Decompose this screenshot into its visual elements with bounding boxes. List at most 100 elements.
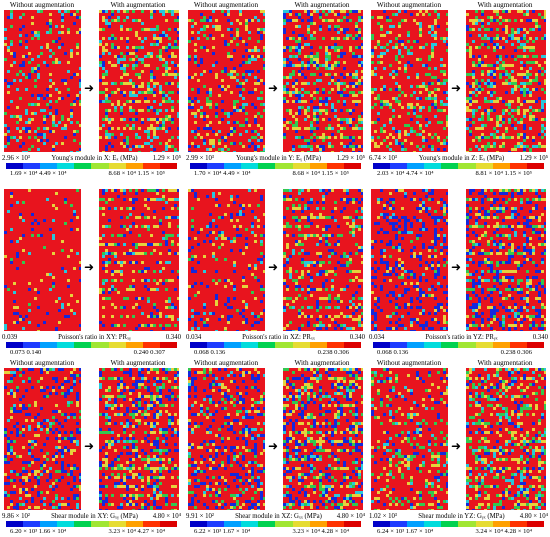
arrow-icon: ➜ <box>84 260 95 274</box>
colorbar <box>373 521 544 527</box>
colorbar <box>373 163 544 169</box>
colorbar-swatch <box>458 342 476 348</box>
with-augmentation-title: With augmentation <box>110 1 166 9</box>
without-augmentation-title: Without augmentation <box>193 1 259 9</box>
colorbar-swatch <box>6 342 24 348</box>
colorbar <box>6 163 177 169</box>
map-without-augmentation <box>188 189 265 331</box>
map-with-augmentation <box>99 368 179 510</box>
colorbar-min: 9.91 × 10² <box>186 513 214 520</box>
colorbar-swatch <box>142 163 160 169</box>
heatmap-image <box>283 368 363 510</box>
colorbar-swatch <box>6 163 24 169</box>
heatmap-image <box>4 368 81 510</box>
colorbar-label: Shear module in XZ: Gₓₓ (MPa) <box>235 513 322 520</box>
with-augmentation-title: With augmentation <box>110 359 166 367</box>
colorbar-swatch <box>475 521 493 527</box>
colorbar-max: 1.29 × 10⁵ <box>519 155 548 162</box>
colorbar-swatch <box>159 521 177 527</box>
colorbar-swatch <box>159 163 177 169</box>
colorbar-swatch <box>108 342 126 348</box>
colorbar-swatch <box>424 163 442 169</box>
colorbar-swatch <box>40 163 58 169</box>
colorbar <box>190 163 361 169</box>
arrow-icon: ➜ <box>268 260 279 274</box>
map-without-augmentation <box>4 189 81 331</box>
colorbar-label: Young's module in X: Eₓ (MPa) <box>51 155 138 162</box>
map-without-augmentation <box>188 368 265 510</box>
colorbar-swatch <box>258 163 276 169</box>
colorbar-swatch <box>74 521 92 527</box>
property-panel: ➜ 0.034 Poisson's ratio in XZ: PRₓₓ 0.34… <box>184 179 367 358</box>
colorbar-swatch <box>390 521 408 527</box>
heatmap-image <box>371 10 448 152</box>
colorbar-swatch <box>207 521 225 527</box>
property-panel: ➜ 0.034 Poisson's ratio in YZ: PRᵧₓ 0.34… <box>367 179 550 358</box>
map-without-augmentation <box>371 10 448 152</box>
heatmap-image <box>188 189 265 331</box>
arrow-icon: ➜ <box>268 81 279 95</box>
colorbar-max: 0.340 <box>349 334 365 341</box>
colorbar-max: 0.340 <box>532 334 548 341</box>
colorbar-swatch <box>343 342 361 348</box>
with-augmentation-title <box>464 179 546 189</box>
arrow-icon: ➜ <box>84 439 95 453</box>
heatmap-image <box>188 10 265 152</box>
colorbar-ticks-high: 8.68 × 10⁴ 1.15 × 10⁵ <box>292 170 349 177</box>
colorbar-swatch <box>241 163 259 169</box>
colorbar-label: Young's module in Y: Eᵧ (MPa) <box>235 155 322 162</box>
colorbar-swatch <box>292 163 310 169</box>
arrow-icon: ➜ <box>451 260 462 274</box>
colorbar-swatch <box>275 163 293 169</box>
arrow-icon: ➜ <box>84 81 95 95</box>
colorbar-swatch <box>74 342 92 348</box>
colorbar-swatch <box>292 521 310 527</box>
colorbar-swatch <box>6 521 24 527</box>
heatmap-image <box>4 189 81 331</box>
colorbar-swatch <box>125 521 143 527</box>
colorbar-swatch <box>224 521 242 527</box>
colorbar-legend: 9.86 × 10² Shear module in XY: Gₓᵧ (MPa)… <box>0 510 183 537</box>
colorbar-ticks-high: 3.23 × 10⁴ 4.28 × 10⁴ <box>292 528 349 535</box>
heatmap-image <box>371 189 448 331</box>
colorbar-legend: 0.039 Poisson's ratio in XY: PRₓᵧ 0.340 … <box>0 331 183 358</box>
without-augmentation-title <box>3 179 81 189</box>
colorbar-swatch <box>407 163 425 169</box>
map-with-augmentation <box>99 10 179 152</box>
colorbar-ticks-low: 1.70 × 10⁴ 4.49 × 10⁴ <box>194 170 251 177</box>
colorbar-swatch <box>258 521 276 527</box>
colorbar-swatch <box>475 163 493 169</box>
colorbar-swatch <box>441 521 459 527</box>
colorbar-legend: 9.91 × 10² Shear module in XZ: Gₓₓ (MPa)… <box>184 510 367 537</box>
colorbar-legend: 2.96 × 10³ Young's module in X: Eₓ (MPa)… <box>0 152 183 179</box>
colorbar-swatch <box>407 342 425 348</box>
map-with-augmentation <box>466 368 546 510</box>
colorbar-ticks-high: 3.24 × 10⁴ 4.28 × 10⁴ <box>475 528 532 535</box>
colorbar-swatch <box>458 521 476 527</box>
colorbar-ticks-low: 0.068 0.136 <box>194 349 226 356</box>
colorbar-swatch <box>241 342 259 348</box>
without-augmentation-title: Without augmentation <box>376 1 442 9</box>
with-augmentation-title <box>97 179 179 189</box>
colorbar-swatch <box>224 342 242 348</box>
colorbar-swatch <box>373 342 391 348</box>
map-without-augmentation <box>4 368 81 510</box>
colorbar-max: 0.340 <box>165 334 181 341</box>
colorbar-max: 1.29 × 10⁵ <box>336 155 365 162</box>
colorbar-max: 4.80 × 10⁴ <box>519 513 548 520</box>
colorbar-swatch <box>373 163 391 169</box>
colorbar-swatch <box>390 342 408 348</box>
without-augmentation-title: Without augmentation <box>193 359 259 367</box>
map-without-augmentation <box>371 189 448 331</box>
colorbar-ticks-high: 3.23 × 10⁴ 4.27 × 10⁴ <box>108 528 165 535</box>
without-augmentation-title: Without augmentation <box>376 359 442 367</box>
colorbar-label: Poisson's ratio in XY: PRₓᵧ <box>58 334 131 341</box>
colorbar-swatch <box>458 163 476 169</box>
colorbar-swatch <box>373 521 391 527</box>
without-augmentation-title <box>187 179 265 189</box>
colorbar-min: 6.74 × 10³ <box>369 155 397 162</box>
colorbar-swatch <box>91 342 109 348</box>
colorbar-swatch <box>190 163 208 169</box>
colorbar-label: Poisson's ratio in XZ: PRₓₓ <box>242 334 315 341</box>
colorbar-label: Shear module in XY: Gₓᵧ (MPa) <box>51 513 138 520</box>
